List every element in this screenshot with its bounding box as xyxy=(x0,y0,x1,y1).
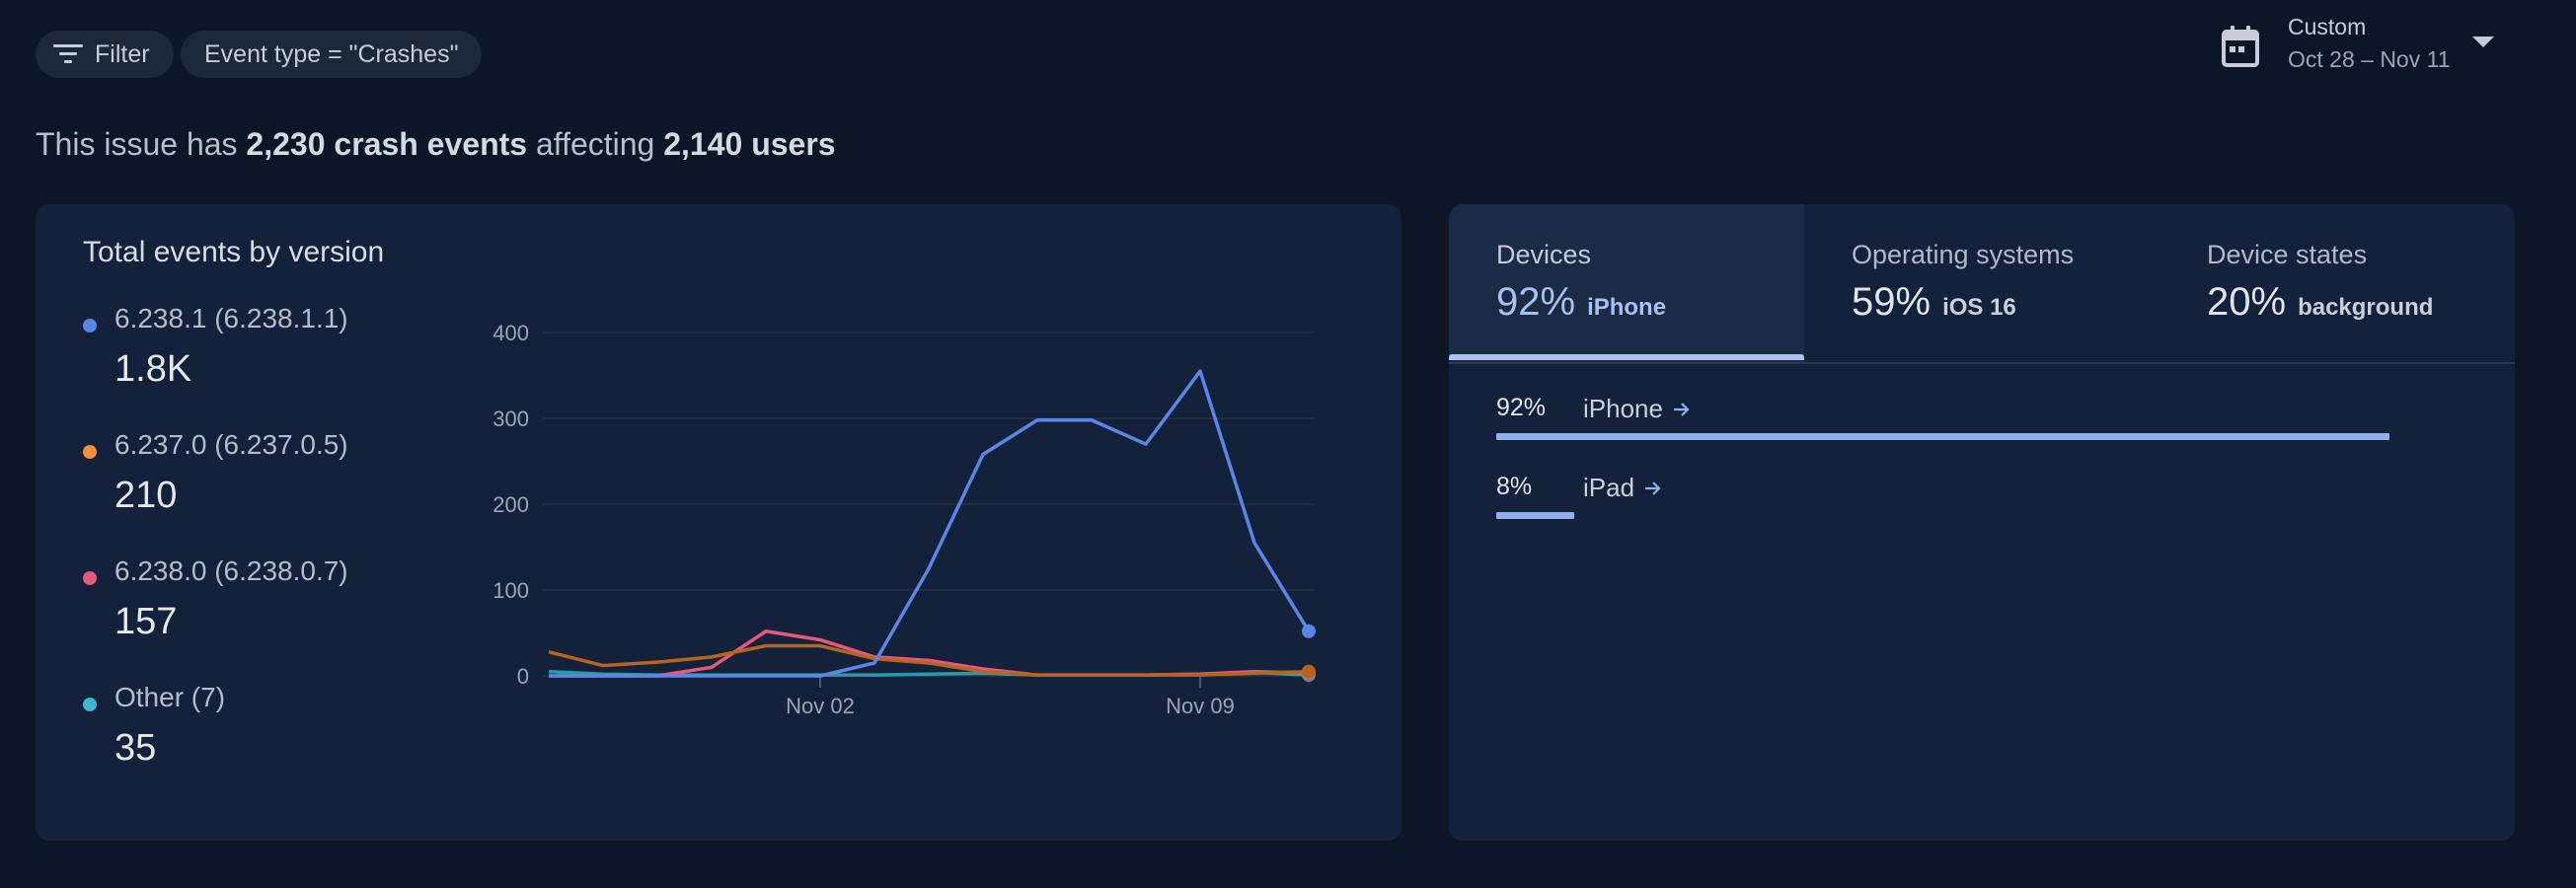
tab-percent: 20% xyxy=(2207,280,2287,324)
tab-top-value: background xyxy=(2298,294,2434,321)
tab-device-states[interactable]: Device states 20% background xyxy=(2159,204,2515,362)
series-line xyxy=(549,629,1310,678)
legend-count: 1.8K xyxy=(114,348,192,390)
events-by-version-card: Total events by version 6.238.1 (6.238.1… xyxy=(36,204,1402,841)
series-line xyxy=(549,369,1311,678)
breakdown-name: iPhone xyxy=(1583,394,1663,423)
legend-count: 157 xyxy=(114,601,178,642)
device-breakdown-list: 92% iPhone 8% iPad xyxy=(1496,394,2467,552)
y-tick-label: 400 xyxy=(492,321,529,345)
breakdown-name: iPad xyxy=(1583,473,1635,502)
date-range-value: Oct 28 – Nov 11 xyxy=(2288,46,2451,72)
breakdown-link[interactable]: iPad xyxy=(1583,473,1662,503)
y-tick-label: 300 xyxy=(492,407,529,431)
x-tick-label: Nov 02 xyxy=(786,694,855,718)
filter-label: Filter xyxy=(95,39,150,68)
legend-name: 6.237.0 (6.237.0.5) xyxy=(114,429,348,460)
dropdown-arrow-icon xyxy=(2471,37,2494,47)
events-line-chart[interactable]: 0 100 200 300 400 Nov 02 Nov 09 xyxy=(450,293,1358,826)
tab-label: Devices xyxy=(1496,240,1592,269)
legend-dot xyxy=(83,319,97,333)
summary-crash-events: 2,230 crash events xyxy=(246,126,528,162)
summary-middle: affecting xyxy=(527,126,664,162)
tab-percent: 59% xyxy=(1852,280,1932,324)
filter-button[interactable]: Filter xyxy=(36,31,174,78)
issue-summary: This issue has 2,230 crash events affect… xyxy=(36,126,836,163)
calendar-icon xyxy=(2222,26,2259,67)
legend-count: 35 xyxy=(114,727,157,769)
breakdown-card: Devices 92% iPhone Operating systems 59% i… xyxy=(1449,204,2515,841)
tab-label: Operating systems xyxy=(1852,240,2075,269)
legend-dot xyxy=(83,571,97,585)
y-tick-label: 200 xyxy=(492,492,529,517)
event-type-filter-chip[interactable]: Event type = "Crashes" xyxy=(181,31,483,78)
breakdown-row: 8% iPad xyxy=(1496,473,2467,552)
breakdown-link[interactable]: iPhone xyxy=(1583,394,1691,424)
tab-label: Device states xyxy=(2207,240,2368,269)
y-tick-label: 0 xyxy=(517,664,529,689)
summary-users: 2,140 users xyxy=(663,126,836,162)
breakdown-percent: 8% xyxy=(1496,473,1533,500)
breakdown-tabs: Devices 92% iPhone Operating systems 59% i… xyxy=(1449,204,2515,364)
legend-name: Other (7) xyxy=(114,682,226,712)
breakdown-percent: 92% xyxy=(1496,394,1547,421)
breakdown-bar xyxy=(1496,512,1574,519)
active-tab-indicator xyxy=(1449,354,1804,360)
tab-operating-systems[interactable]: Operating systems 59% iOS 16 xyxy=(1804,204,2159,362)
breakdown-bar xyxy=(1496,433,2390,440)
breakdown-row: 92% iPhone xyxy=(1496,394,2467,473)
tab-percent: 92% xyxy=(1496,280,1576,324)
event-type-chip-label: Event type = "Crashes" xyxy=(204,39,459,68)
series-end-point xyxy=(1302,664,1316,679)
y-tick-label: 100 xyxy=(492,578,529,603)
date-range-label: Custom xyxy=(2288,14,2367,39)
tab-top-value: iPhone xyxy=(1587,294,1667,321)
legend-name: 6.238.1 (6.238.1.1) xyxy=(114,303,348,333)
filter-list-icon xyxy=(53,44,83,63)
arrow-right-icon xyxy=(1673,402,1690,416)
card-title: Total events by version xyxy=(83,236,385,268)
tab-devices[interactable]: Devices 92% iPhone xyxy=(1449,204,1804,362)
arrow-right-icon xyxy=(1645,481,1661,495)
breakdown-bar-track xyxy=(1496,433,2467,440)
date-range-picker[interactable]: Custom Oct 28 – Nov 11 xyxy=(2221,14,2494,73)
breakdown-bar-track xyxy=(1496,512,2467,519)
tab-top-value: iOS 16 xyxy=(1942,294,2016,321)
legend-dot xyxy=(83,445,97,459)
legend-dot xyxy=(83,698,97,711)
x-tick-label: Nov 09 xyxy=(1166,694,1235,718)
summary-prefix: This issue has xyxy=(36,126,247,162)
series-line xyxy=(548,643,1310,677)
series-end-point xyxy=(1302,624,1316,638)
legend-count: 210 xyxy=(114,475,178,516)
legend-name: 6.238.0 (6.238.0.7) xyxy=(114,555,348,586)
